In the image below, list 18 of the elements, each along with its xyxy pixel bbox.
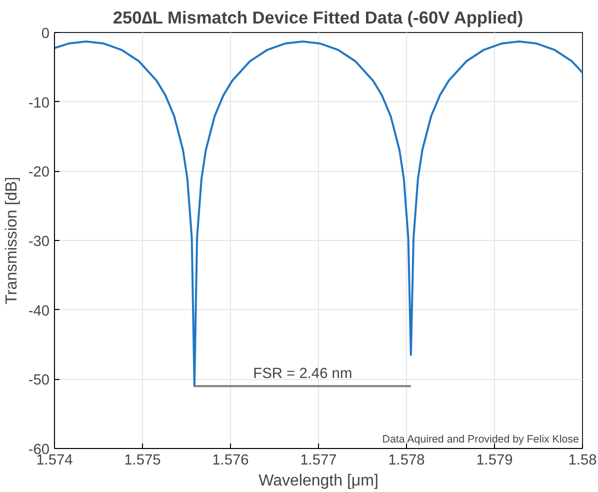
annotation: FSR = 2.46 nm [253, 366, 352, 382]
y-tick-label: -10 [28, 95, 50, 112]
x-tick-label: 1.576 [212, 452, 249, 468]
x-tick-label: 1.575 [124, 452, 161, 468]
line-series [54, 40, 582, 388]
y-tick-label: 0 [41, 26, 50, 42]
y-axis-title: Transmission [dB] [3, 176, 20, 304]
x-tick-label: 1.578 [388, 452, 425, 468]
annotation: Data Aquired and Provided by Felix Klose [382, 434, 579, 446]
x-tick-label: 1.579 [476, 452, 513, 468]
y-tick-label: -50 [28, 372, 50, 389]
y-tick-label: -20 [28, 164, 50, 181]
x-tick-label: 1.577 [300, 452, 337, 468]
x-tick-label: 1.58 [568, 452, 597, 468]
chart-title: 250∆L Mismatch Device Fitted Data (-60V Applied) [112, 8, 524, 28]
x-axis-title: Wavelength [μm] [258, 472, 378, 490]
y-tick-label: -30 [28, 234, 50, 250]
y-tick-label: -40 [28, 303, 50, 320]
